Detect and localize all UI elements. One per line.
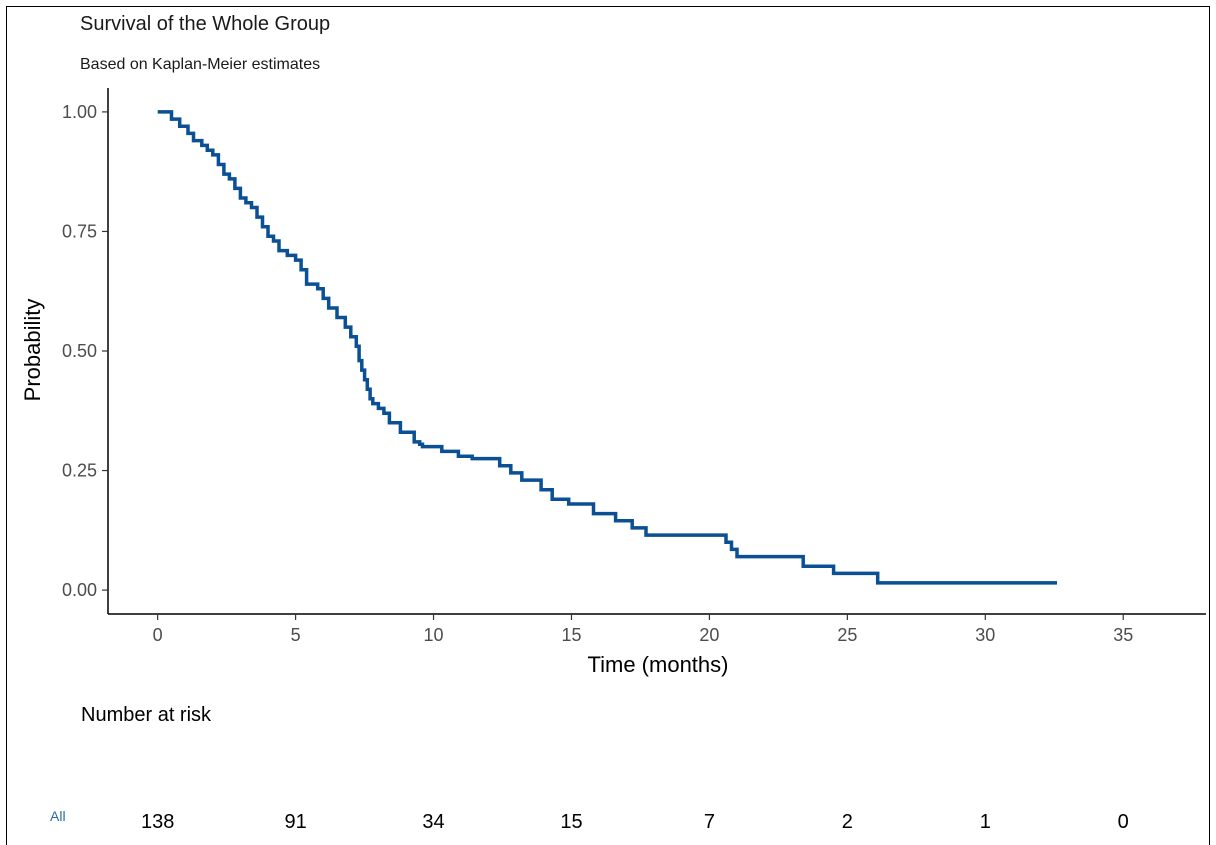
x-tick-label: 20 [699, 625, 719, 645]
risk-value: 7 [704, 811, 715, 833]
risk-strata-label: All [50, 808, 66, 824]
risk-value: 15 [560, 811, 582, 833]
x-tick-label: 35 [1113, 625, 1133, 645]
y-tick-label: 1.00 [62, 102, 97, 122]
x-tick-label: 10 [424, 625, 444, 645]
x-tick-label: 30 [975, 625, 995, 645]
chart-subtitle: Based on Kaplan-Meier estimates [80, 56, 320, 73]
y-axis-title: Probability [20, 299, 45, 402]
figure-frame [6, 6, 1210, 845]
risk-value: 0 [1118, 811, 1129, 833]
y-tick-label: 0.25 [62, 461, 97, 481]
risk-table-title: Number at risk [81, 704, 212, 726]
x-tick-label: 15 [561, 625, 581, 645]
chart-title: Survival of the Whole Group [80, 13, 330, 35]
x-tick-label: 5 [291, 625, 301, 645]
y-ticks: 0.00 0.25 0.50 0.75 1.00 [62, 102, 108, 600]
risk-value: 1 [980, 811, 991, 833]
risk-value: 138 [141, 811, 174, 833]
x-tick-label: 0 [153, 625, 163, 645]
x-tick-label: 25 [837, 625, 857, 645]
risk-value: 34 [422, 811, 444, 833]
risk-value: 2 [842, 811, 853, 833]
y-tick-label: 0.50 [62, 341, 97, 361]
risk-values: 138 91 34 15 7 2 1 0 [141, 811, 1129, 833]
survival-curve [157, 110, 1057, 585]
y-tick-label: 0.75 [62, 221, 97, 241]
y-tick-label: 0.00 [62, 580, 97, 600]
risk-value: 91 [284, 811, 306, 833]
x-ticks: 0 5 10 15 20 25 30 35 [153, 614, 1133, 645]
x-axis-title: Time (months) [588, 652, 729, 677]
